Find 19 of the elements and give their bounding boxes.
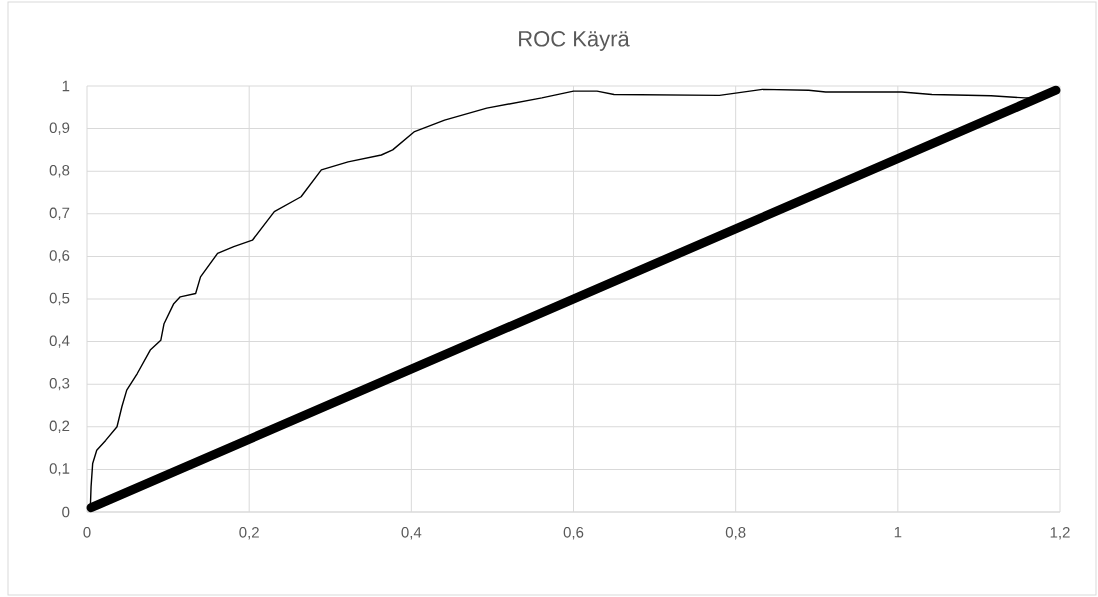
chart-title: ROC Käyrä	[519, 31, 630, 51]
x-tick-label: 1,2	[1050, 527, 1070, 540]
x-tick-label: 0,2	[239, 527, 259, 540]
y-tick-label: 0,6	[49, 250, 70, 263]
y-tick-label: 0,8	[49, 164, 70, 178]
y-tick-label: 0	[62, 506, 70, 518]
x-tick-label: 0	[83, 527, 91, 538]
x-tick-label: 0,8	[725, 527, 746, 540]
x-tick-label: 1	[894, 527, 902, 538]
y-tick-label: 0,3	[49, 377, 70, 391]
y-tick-label: 0,2	[49, 420, 70, 433]
y-tick-label: 0,7	[49, 207, 70, 220]
y-tick-label: 0,4	[49, 335, 70, 348]
y-tick-label: 0,5	[49, 292, 70, 306]
y-tick-label: 1	[62, 80, 70, 92]
y-tick-label: 0,9	[49, 122, 70, 135]
x-tick-label: 0,4	[401, 527, 422, 540]
y-tick-label: 0,1	[49, 463, 70, 476]
x-tick-label: 0,6	[563, 527, 584, 540]
